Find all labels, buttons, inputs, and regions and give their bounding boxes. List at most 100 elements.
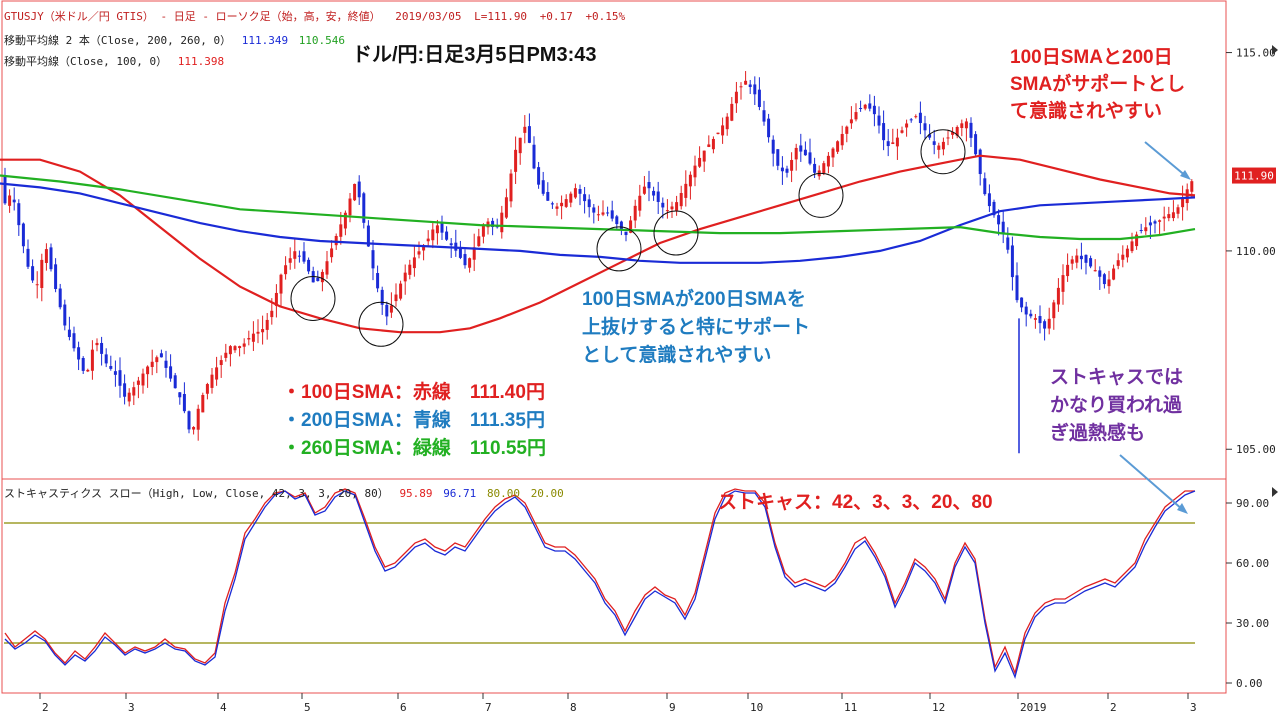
candle-body [960, 123, 964, 128]
stochastic-line [4, 490, 1196, 680]
candle-body [615, 216, 619, 225]
candle-body [90, 349, 94, 371]
candle-body [196, 408, 200, 430]
candle-body [1015, 275, 1019, 301]
candle-body [638, 195, 642, 211]
candle-body [532, 144, 536, 169]
candle-body [1153, 221, 1157, 224]
candle-body [1056, 287, 1060, 305]
highlight-circle [653, 210, 699, 256]
candle-body [518, 137, 522, 154]
candle-body [150, 361, 154, 367]
candle-body [1185, 189, 1189, 204]
overheat-note-line: ストキャスでは [1050, 367, 1183, 388]
candle-body [500, 212, 504, 233]
x-tick-label: 10 [750, 701, 763, 714]
candle-body [109, 366, 113, 369]
candle-body [477, 236, 481, 247]
candle-body [491, 220, 495, 228]
candle-body [523, 126, 527, 133]
candle-body [964, 121, 968, 129]
candle-body [155, 357, 159, 363]
candle-body [914, 116, 918, 118]
stochastic-tick-label: 60.00 [1236, 557, 1269, 570]
candle-body [95, 342, 99, 346]
candle-body [974, 134, 978, 155]
indicator-line-2: 移動平均線（Close, 100, 0） 111.398 [4, 54, 224, 68]
scroll-right-icon[interactable] [1272, 45, 1278, 55]
candle-body [274, 292, 278, 306]
candle-body [895, 137, 899, 147]
candle-body [762, 110, 766, 122]
candle-body [123, 383, 127, 397]
axes: 115.00 110.00 105.00 90.00 60.00 30.00 0.00 2 3 4… [39, 47, 1276, 714]
candle-body [58, 288, 62, 308]
price-tick-label: 115.00 [1236, 47, 1276, 60]
candle-body [371, 250, 375, 269]
candle-body [247, 338, 251, 340]
candle-body [702, 150, 706, 162]
candle-body [376, 273, 380, 289]
candle-body [17, 203, 21, 226]
candle-body [343, 212, 347, 229]
candle-body [872, 105, 876, 115]
candle-body [767, 118, 771, 138]
header-annotation: ドル/円:日足3月5日PM3:43 [352, 44, 597, 66]
candle-body [1130, 241, 1134, 252]
cross-note-line: 上抜けすると特にサポート [582, 315, 810, 338]
candle-body [113, 371, 117, 375]
candle-body [279, 274, 283, 294]
candle-body [242, 343, 246, 347]
price-tick-label: 110.00 [1236, 245, 1276, 258]
x-tick-label: 12 [932, 701, 945, 714]
candle-body [1020, 297, 1024, 308]
support-note-line: SMAがサポートとし [1010, 72, 1185, 95]
candle-body [403, 272, 407, 282]
candle-body [840, 133, 844, 146]
candle-body [54, 264, 58, 289]
candle-body [394, 294, 398, 302]
candle-body [753, 84, 757, 95]
scroll-right-icon[interactable] [1272, 487, 1278, 497]
candle-body [1190, 181, 1194, 192]
candle-body [1052, 302, 1056, 319]
candle-body [1158, 220, 1162, 222]
candle-body [1043, 321, 1047, 329]
candle-body [1171, 212, 1175, 219]
candle-body [164, 360, 168, 368]
candle-body [417, 251, 421, 255]
candle-body [201, 394, 205, 413]
candle-body [633, 205, 637, 221]
candle-body [1010, 245, 1014, 278]
candle-body [1033, 318, 1037, 320]
candle-body [601, 212, 605, 215]
x-tick-label: 6 [400, 701, 407, 714]
candle-body [440, 222, 444, 233]
candle-body [215, 367, 219, 380]
candle-body [256, 331, 260, 334]
candle-body [210, 374, 214, 388]
overheat-note-line: かなり買われ過 [1050, 394, 1183, 416]
candle-body [739, 86, 743, 88]
candle-body [435, 225, 439, 234]
candle-body [261, 329, 265, 333]
candle-body [822, 163, 826, 174]
candle-body [118, 370, 122, 386]
candle-body [642, 186, 646, 194]
candle-body [831, 148, 835, 158]
candle-body [178, 392, 182, 398]
candle-body [228, 346, 232, 355]
candle-body [969, 122, 973, 138]
candle-body [785, 168, 789, 173]
candle-body [845, 126, 849, 134]
candle-body [923, 123, 927, 131]
current-price-label: 111.90 [1234, 170, 1274, 183]
candle-body [569, 193, 573, 203]
candle-body [978, 149, 982, 175]
candle-body [826, 155, 830, 167]
candle-body [1139, 229, 1143, 231]
candle-body [380, 289, 384, 305]
candle-body [587, 199, 591, 208]
candle-body [716, 132, 720, 135]
